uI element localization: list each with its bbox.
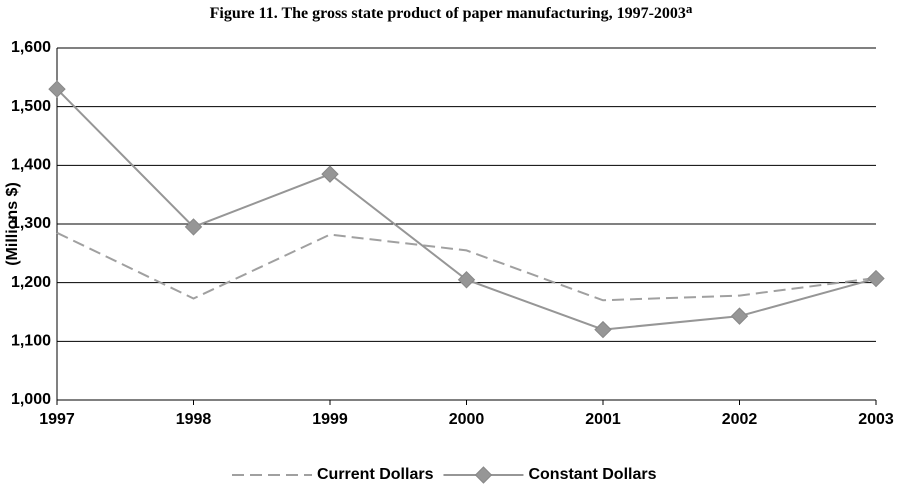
y-tick-label: 1,600 xyxy=(11,39,51,56)
y-tick-label: 1,100 xyxy=(11,333,51,350)
y-tick-label: 1,200 xyxy=(11,274,51,291)
data-point xyxy=(730,307,749,325)
series-line xyxy=(56,88,877,331)
x-tick-label: 1998 xyxy=(176,411,212,428)
data-point xyxy=(594,320,612,339)
data-point xyxy=(321,165,339,183)
legend-marker xyxy=(474,466,493,484)
x-tick-label: 2003 xyxy=(858,411,894,428)
x-tick-label: 2002 xyxy=(722,411,758,428)
chart-title: Figure 11. The gross state product of pa… xyxy=(210,1,693,22)
title-text: Figure 11. The gross state product of pa… xyxy=(210,5,686,22)
data-point xyxy=(184,218,203,236)
x-tick-label: 1997 xyxy=(39,411,75,428)
data-point xyxy=(867,269,885,288)
x-tick-label: 2001 xyxy=(585,411,621,428)
series-line xyxy=(56,231,877,302)
x-tick-label: 1999 xyxy=(312,411,348,428)
y-tick-label: 1,400 xyxy=(11,157,51,174)
x-tick-label: 2000 xyxy=(449,411,485,428)
y-tick-label: 1,500 xyxy=(11,98,51,115)
y-axis-label: (Millions $) xyxy=(4,182,21,266)
data-point xyxy=(457,271,476,289)
legend-label: Current Dollars xyxy=(317,466,434,483)
legend-label: Constant Dollars xyxy=(528,466,656,483)
y-tick-label: 1,300 xyxy=(11,215,51,232)
data-point xyxy=(48,80,66,98)
y-tick-label: 1,000 xyxy=(11,391,51,408)
title-note: a xyxy=(686,1,693,16)
